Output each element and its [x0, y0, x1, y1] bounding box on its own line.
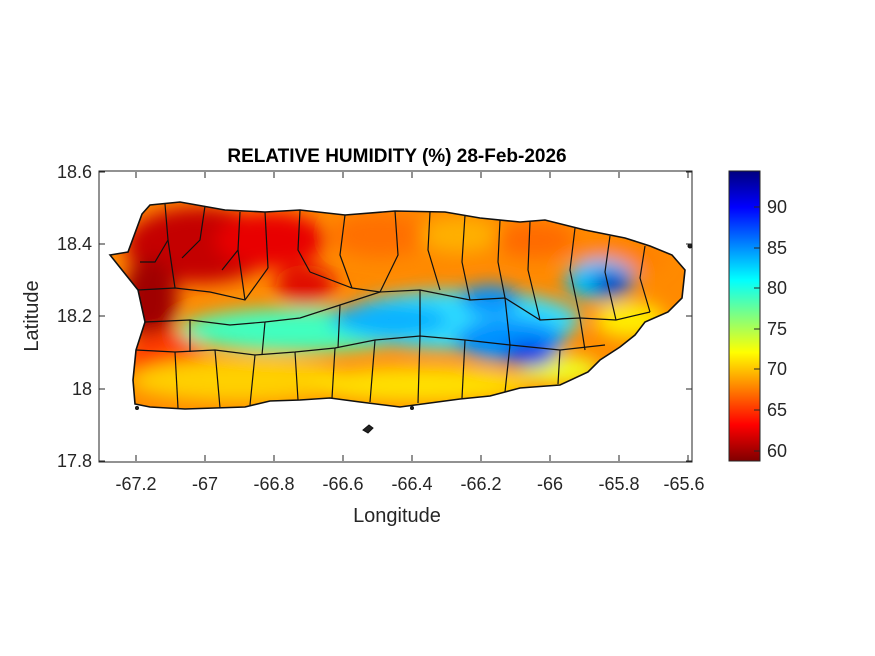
chart-title: RELATIVE HUMIDITY (%) 28-Feb-2026	[227, 146, 566, 167]
caja-de-muertos-islet	[362, 424, 374, 434]
y-axis: 18.6 18.4 18.2 18 17.8 Latitude	[21, 162, 692, 471]
islet-southwest	[135, 406, 139, 410]
y-axis-label: Latitude	[21, 280, 43, 351]
y-tick-label: 18.4	[57, 234, 92, 254]
x-axis-label: Longitude	[353, 505, 441, 527]
x-tick-label: -67.2	[115, 474, 156, 494]
y-tick-label: 18	[72, 379, 92, 399]
x-axis: -67.2 -67 -66.8 -66.6 -66.4 -66.2 -66 -6…	[115, 172, 705, 527]
colorbar-gradient	[728, 170, 761, 462]
y-tick-label: 18.6	[57, 162, 92, 182]
x-tick-label: -66.8	[253, 474, 294, 494]
island-outline	[108, 201, 686, 410]
islet-south	[410, 406, 414, 410]
x-tick-label: -66.4	[391, 474, 432, 494]
x-tick-label: -65.8	[598, 474, 639, 494]
y-tick-label: 18.2	[57, 306, 92, 326]
colorbar: 60 65 70 75 80 85 90	[728, 170, 787, 462]
islet-east	[687, 243, 693, 249]
colorbar-tick-label: 75	[767, 319, 787, 339]
municipality-boundaries	[108, 201, 686, 410]
colorbar-tick-label: 90	[767, 197, 787, 217]
colorbar-tick-label: 65	[767, 400, 787, 420]
y-tick-label: 17.8	[57, 451, 92, 471]
colorbar-tick-label: 80	[767, 278, 787, 298]
x-tick-label: -66.6	[322, 474, 363, 494]
humidity-field	[110, 202, 685, 409]
x-tick-label: -66	[537, 474, 563, 494]
x-tick-label: -65.6	[663, 474, 704, 494]
colorbar-tick-label: 60	[767, 441, 787, 461]
colorbar-tick-label: 85	[767, 238, 787, 258]
colorbar-tick-label: 70	[767, 359, 787, 379]
x-tick-label: -67	[192, 474, 218, 494]
x-tick-label: -66.2	[460, 474, 501, 494]
